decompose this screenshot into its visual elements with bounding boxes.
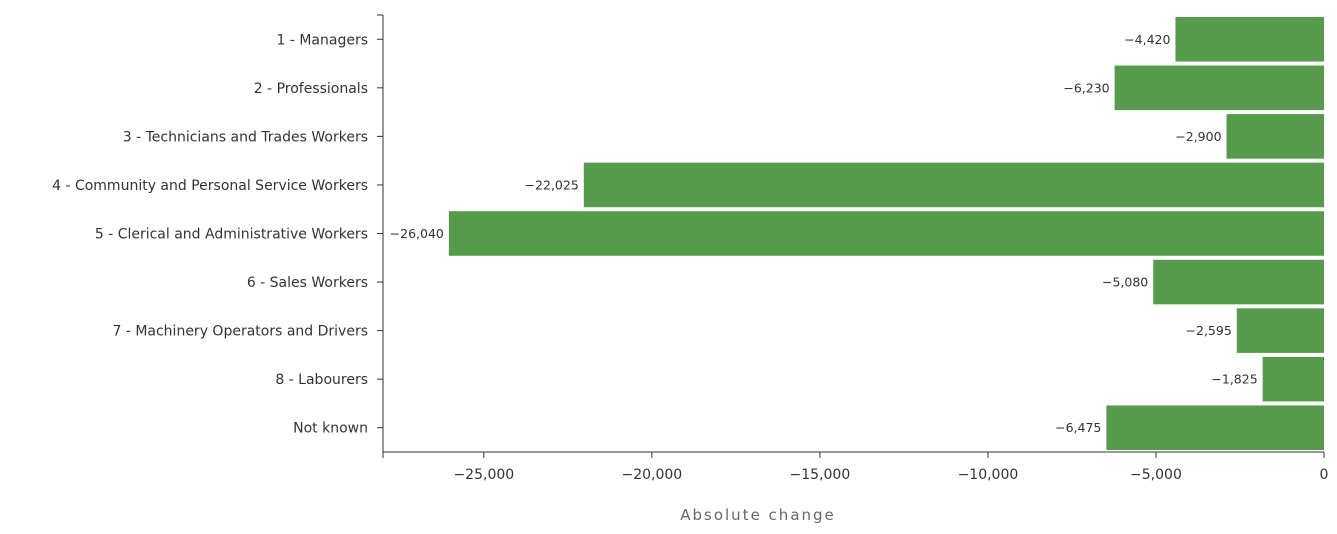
bar <box>583 162 1324 208</box>
y-tick-label: 4 - Community and Personal Service Worke… <box>52 178 368 194</box>
y-tick-label: 8 - Labourers <box>275 372 368 388</box>
y-tick-label: 7 - Machinery Operators and Drivers <box>112 324 368 340</box>
y-tick-label: 5 - Clerical and Administrative Workers <box>95 227 368 243</box>
bar-value-label: −6,230 <box>1063 80 1109 95</box>
bar-value-label: −2,595 <box>1186 323 1232 338</box>
bar <box>1106 405 1324 450</box>
bar-value-label: −22,025 <box>525 177 579 192</box>
x-tick-label: −5,000 <box>1130 467 1182 483</box>
bar <box>448 211 1324 256</box>
y-tick-label: Not known <box>293 421 368 437</box>
x-tick-label: −15,000 <box>790 467 851 483</box>
x-tick-label: 0 <box>1320 467 1329 483</box>
x-tick-label: −25,000 <box>453 467 514 483</box>
bar-value-label: −5,080 <box>1102 275 1148 290</box>
bar <box>1262 356 1324 402</box>
x-axis-title: Absolute change <box>680 506 836 524</box>
data-labels: −4,420 −6,230 −2,900 −22,025 −26,040 −5,080 −2… <box>390 32 1258 435</box>
bar-value-label: −4,420 <box>1124 32 1170 47</box>
bar <box>1175 17 1324 62</box>
bars <box>448 17 1324 450</box>
bar <box>1236 308 1324 353</box>
bar <box>1114 65 1324 111</box>
y-tick-label: 3 - Technicians and Trades Workers <box>123 129 368 145</box>
y-axis: 1 - Managers 2 - Professionals 3 - Technic… <box>52 14 384 452</box>
bar-value-label: −6,475 <box>1055 420 1101 435</box>
bar-value-label: −2,900 <box>1175 129 1221 144</box>
y-tick-label: 1 - Managers <box>276 32 368 48</box>
x-tick-label: −10,000 <box>958 467 1019 483</box>
x-tick-label: −20,000 <box>621 467 682 483</box>
y-tick-label: 2 - Professionals <box>254 81 368 97</box>
bar <box>1153 259 1324 305</box>
bar <box>1226 114 1324 159</box>
bar-value-label: −1,825 <box>1211 372 1257 387</box>
bar-value-label: −26,040 <box>390 226 444 241</box>
x-axis: −25,000 −20,000 −15,000 −10,000 −5,000 0 <box>382 451 1329 483</box>
y-tick-label: 6 - Sales Workers <box>247 275 368 291</box>
